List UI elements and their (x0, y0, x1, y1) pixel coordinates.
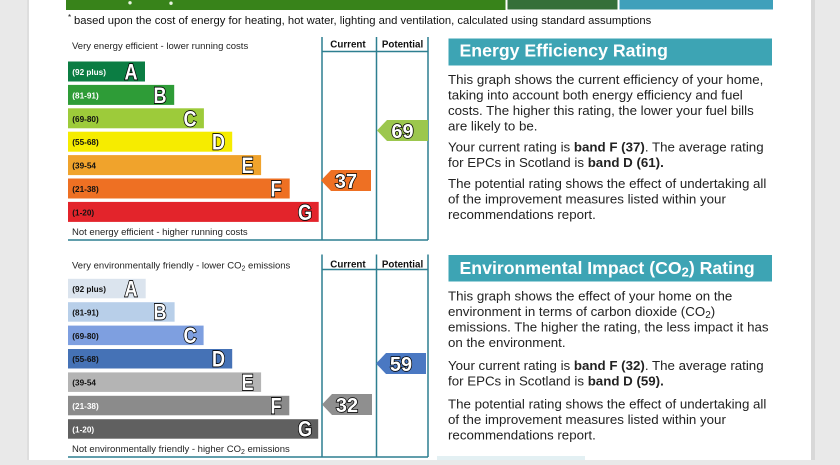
svg-text:This graph shows the effect of: This graph shows the effect of your home… (448, 289, 732, 304)
svg-text:E: E (241, 155, 253, 179)
svg-text:(39-54: (39-54 (72, 162, 96, 171)
svg-text:C: C (183, 108, 196, 132)
svg-text:(55-68): (55-68) (72, 355, 99, 364)
svg-text:B: B (153, 84, 166, 108)
svg-text:of the improvement measures li: of the improvement measures listed withi… (448, 412, 726, 427)
svg-text:(21-38): (21-38) (72, 185, 99, 194)
svg-text:Potential: Potential (382, 260, 424, 271)
svg-text:are likely to be.: are likely to be. (448, 119, 537, 134)
svg-text:Environmental Impact (CO2) Rat: Environmental Impact (CO2) Rating (460, 258, 755, 280)
svg-text:32: 32 (336, 395, 358, 417)
svg-text:59: 59 (390, 354, 412, 376)
svg-text:(69-80): (69-80) (72, 115, 99, 124)
svg-text:recommendations report.: recommendations report. (448, 428, 596, 443)
svg-text:for EPCs in Scotland is band D: for EPCs in Scotland is band D (61). (448, 155, 664, 170)
svg-text:Energy Efficiency Rating: Energy Efficiency Rating (460, 41, 668, 61)
svg-text:*: * (68, 13, 71, 22)
svg-text:A: A (125, 61, 138, 85)
svg-text:D: D (212, 348, 225, 372)
svg-text:(1-20): (1-20) (72, 208, 94, 217)
svg-text:(92 plus): (92 plus) (72, 285, 106, 294)
svg-text:G: G (298, 201, 312, 225)
svg-text:(81-91): (81-91) (72, 308, 99, 317)
svg-text:recommendations report.: recommendations report. (448, 207, 596, 222)
svg-text:taking into account both energ: taking into account both energy efficien… (448, 88, 743, 103)
svg-text:Very energy efficient - lower: Very energy efficient - lower running co… (72, 41, 248, 52)
svg-text:69: 69 (391, 121, 413, 143)
svg-text:Current: Current (330, 40, 366, 51)
svg-text:The potential rating shows the: The potential rating shows the effect of… (448, 176, 766, 191)
svg-text:based upon the cost of energy: based upon the cost of energy for heatin… (74, 15, 652, 27)
svg-text:Not energy efficient - higher: Not energy efficient - higher running co… (72, 227, 248, 238)
svg-text:emissions. The higher the rati: emissions. The higher the rating, the le… (448, 320, 769, 335)
svg-text:37: 37 (335, 171, 357, 193)
svg-text:D: D (212, 131, 225, 155)
svg-text:C: C (183, 325, 196, 349)
svg-text:environment in terms of carbon: environment in terms of carbon dioxide (… (448, 304, 715, 321)
svg-text:A: A (125, 278, 138, 302)
svg-text:(21-38): (21-38) (72, 402, 99, 411)
svg-text:E: E (241, 371, 253, 395)
svg-text:This graph shows the current e: This graph shows the current efficiency … (448, 72, 763, 87)
svg-text:B: B (153, 301, 166, 325)
svg-text:Not environmentally friendly -: Not environmentally friendly - higher CO… (72, 444, 290, 456)
svg-text:(69-80): (69-80) (72, 332, 99, 341)
svg-text:costs. The higher this rating,: costs. The higher this rating, the lower… (448, 103, 754, 118)
svg-text:Current: Current (330, 260, 366, 271)
svg-text:G: G (298, 418, 312, 442)
svg-text:(1-20): (1-20) (72, 425, 94, 434)
svg-text:(92 plus): (92 plus) (72, 68, 106, 77)
svg-text:Your current rating is band F: Your current rating is band F (32). The … (448, 358, 764, 373)
svg-text:F: F (270, 178, 281, 202)
svg-text:Very environmentally friendly: Very environmentally friendly - lower CO… (72, 261, 291, 273)
svg-text:Potential: Potential (382, 40, 424, 51)
svg-text:(81-91): (81-91) (72, 91, 99, 100)
svg-text:Your current rating is band F: Your current rating is band F (37). The … (448, 140, 764, 155)
svg-text:(55-68): (55-68) (72, 138, 99, 147)
svg-text:for EPCs in Scotland is band D: for EPCs in Scotland is band D (59). (448, 374, 664, 389)
svg-text:The potential rating shows the: The potential rating shows the effect of… (448, 397, 766, 412)
svg-text:(39-54: (39-54 (72, 379, 96, 388)
svg-text:F: F (270, 395, 281, 419)
svg-text:on the environment.: on the environment. (448, 335, 566, 350)
svg-text:of the improvement measures li: of the improvement measures listed withi… (448, 192, 726, 207)
